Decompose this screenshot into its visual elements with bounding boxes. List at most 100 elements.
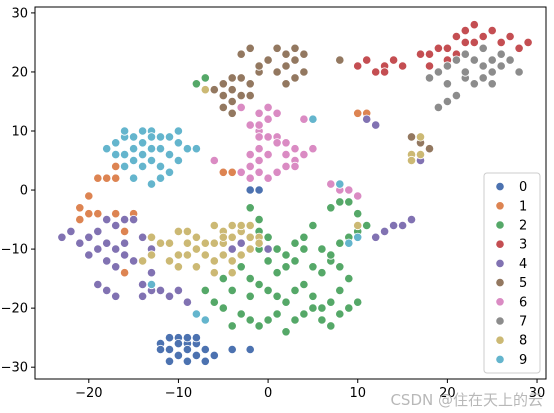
legend-label-5: 5 — [519, 276, 527, 291]
point-series-9-10 — [138, 150, 148, 160]
point-series-6-25 — [308, 144, 318, 154]
point-series-2-45 — [263, 256, 273, 266]
point-series-4-7 — [120, 215, 130, 225]
point-series-7-12 — [469, 79, 479, 89]
point-series-0-4 — [191, 350, 201, 360]
point-series-2-40 — [335, 309, 345, 319]
point-series-9-31 — [191, 309, 201, 319]
point-series-1-14 — [218, 167, 228, 177]
point-series-8-10 — [245, 232, 255, 242]
series-8 — [138, 85, 426, 278]
point-series-8-40 — [173, 250, 183, 260]
point-series-3-3 — [397, 61, 408, 71]
point-series-9-4 — [138, 138, 148, 148]
point-series-6-1 — [254, 108, 264, 118]
point-series-9-32 — [200, 315, 210, 325]
point-series-9-34 — [335, 179, 345, 189]
point-series-7-5 — [469, 55, 479, 65]
point-series-0-7 — [164, 356, 175, 366]
point-series-4-23 — [138, 279, 148, 290]
point-series-1-0 — [111, 161, 121, 171]
legend-item-6: 6 — [495, 295, 527, 310]
legend-marker-4 — [495, 258, 505, 268]
point-series-4-43 — [362, 114, 372, 124]
point-series-8-0 — [146, 232, 157, 242]
point-series-8-27 — [164, 256, 175, 266]
point-series-8-29 — [236, 250, 246, 260]
point-series-4-5 — [102, 215, 112, 225]
point-series-2-25 — [335, 285, 345, 295]
point-series-1-9 — [111, 209, 121, 219]
series-2 — [191, 73, 372, 337]
point-series-2-36 — [299, 309, 309, 319]
point-series-2-15 — [245, 273, 255, 284]
point-series-7-1 — [433, 67, 443, 77]
point-series-3-17 — [460, 37, 470, 48]
point-series-0-8 — [173, 350, 183, 360]
point-series-5-19 — [236, 49, 246, 59]
point-series-7-0 — [424, 73, 435, 83]
plot-frame — [34, 6, 547, 380]
point-series-2-20 — [290, 285, 300, 295]
point-series-2-10 — [308, 262, 318, 272]
point-series-2-29 — [236, 309, 246, 319]
point-series-6-17 — [245, 161, 255, 171]
point-series-7-20 — [478, 43, 488, 53]
legend-marker-0 — [495, 182, 505, 192]
point-series-4-44 — [371, 120, 381, 130]
point-series-8-34 — [415, 150, 426, 160]
point-series-5-10 — [290, 43, 300, 53]
point-series-9-37 — [155, 132, 166, 142]
point-series-5-24 — [245, 91, 255, 101]
point-series-9-8 — [173, 155, 183, 166]
point-series-2-35 — [290, 315, 300, 325]
legend-item-2: 2 — [495, 219, 527, 234]
point-series-5-23 — [254, 61, 264, 71]
y-tick-label-6: 30 — [11, 6, 28, 21]
point-series-5-8 — [272, 43, 282, 53]
point-series-8-12 — [209, 220, 219, 231]
point-series-5-21 — [227, 73, 237, 83]
point-series-9-38 — [173, 126, 183, 136]
y-tick-label-2: −10 — [1, 243, 28, 258]
point-series-5-12 — [290, 55, 300, 65]
point-series-1-2 — [111, 173, 121, 183]
point-series-9-0 — [102, 144, 112, 154]
point-series-2-13 — [335, 262, 345, 272]
legend-marker-6 — [495, 297, 505, 307]
point-series-1-16 — [353, 108, 363, 118]
point-series-6-23 — [236, 167, 246, 177]
point-series-8-17 — [191, 244, 201, 254]
point-series-4-17 — [138, 232, 148, 242]
point-series-2-59 — [326, 203, 336, 213]
point-series-8-32 — [200, 85, 210, 95]
legend-marker-7 — [495, 316, 505, 326]
point-series-8-20 — [218, 250, 228, 260]
legend-label-9: 9 — [519, 353, 527, 368]
point-series-4-16 — [120, 238, 130, 248]
point-series-6-21 — [281, 161, 291, 171]
point-series-4-12 — [93, 244, 103, 254]
point-series-6-34 — [254, 120, 264, 130]
point-series-7-11 — [478, 73, 488, 83]
point-series-9-12 — [155, 161, 166, 171]
point-series-8-25 — [209, 268, 219, 278]
point-series-5-18 — [245, 43, 255, 53]
point-series-4-35 — [263, 244, 273, 254]
point-series-8-30 — [245, 244, 255, 254]
point-series-0-19 — [164, 333, 175, 343]
point-series-7-15 — [451, 91, 461, 101]
point-series-8-42 — [138, 256, 148, 266]
point-series-2-1 — [200, 73, 210, 83]
y-tick-label-0: −30 — [1, 361, 28, 376]
point-series-9-5 — [146, 144, 157, 154]
point-series-8-19 — [209, 256, 219, 266]
point-series-2-57 — [335, 197, 345, 207]
point-series-9-35 — [344, 238, 354, 248]
point-series-6-27 — [272, 108, 282, 118]
point-series-6-20 — [272, 167, 282, 177]
point-series-3-5 — [424, 49, 435, 59]
series-9 — [102, 114, 363, 325]
legend-marker-1 — [495, 201, 505, 211]
x-tick-label-1: −10 — [165, 386, 192, 401]
